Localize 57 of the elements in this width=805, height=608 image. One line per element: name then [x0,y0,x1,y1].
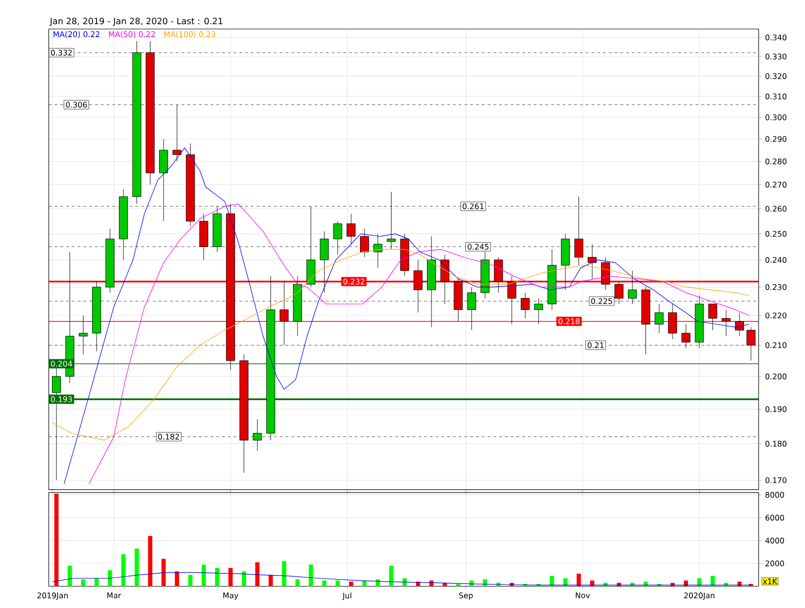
bar [81,579,86,586]
candlestick [494,256,503,293]
candlestick [654,304,664,334]
candlestick [159,138,168,222]
chart-title: Jan 28, 2019 - Jan 28, 2020 - Last : 0.21 [49,18,222,26]
bar [710,576,715,586]
bar [348,581,354,586]
candlestick [746,326,756,361]
candlestick [386,191,396,250]
candlestick [252,418,262,451]
bar [54,493,59,586]
candlestick [467,286,476,330]
bar [268,574,273,586]
candlestick [172,104,182,162]
candlestick [628,270,637,304]
bar [215,568,220,586]
bar [161,558,166,586]
bar [255,562,260,586]
bar [202,564,206,586]
candlestick [78,315,88,354]
candlestick [735,312,744,336]
bar [68,565,72,586]
candlestick [681,324,690,348]
bar [148,536,152,586]
bar [389,565,394,586]
bar [402,578,407,586]
candlestick [708,304,718,330]
bar [308,564,314,586]
bar [108,570,112,586]
candlestick [588,244,597,279]
candlestick [534,298,544,324]
bar [590,580,594,586]
candlestick [320,230,329,293]
candlestick [360,228,369,258]
candlestick [414,259,423,313]
candlestick [574,196,584,266]
candlestick [668,304,677,340]
candlestick [440,254,450,304]
candlestick [614,281,624,304]
candlestick [520,292,530,318]
candlestick [346,213,356,244]
bar [134,548,139,586]
bar [322,580,326,586]
candlestick [373,233,382,268]
bar [576,573,581,586]
bar [697,578,702,586]
bar [644,581,648,586]
bar [188,574,192,586]
candlestick [601,256,610,290]
candlestick [507,276,516,324]
bar [336,580,340,586]
candlestick [333,220,342,255]
candlestick [280,281,289,346]
bar [121,554,126,586]
bar [282,560,286,586]
candlestick [722,309,731,336]
bar [295,579,300,586]
